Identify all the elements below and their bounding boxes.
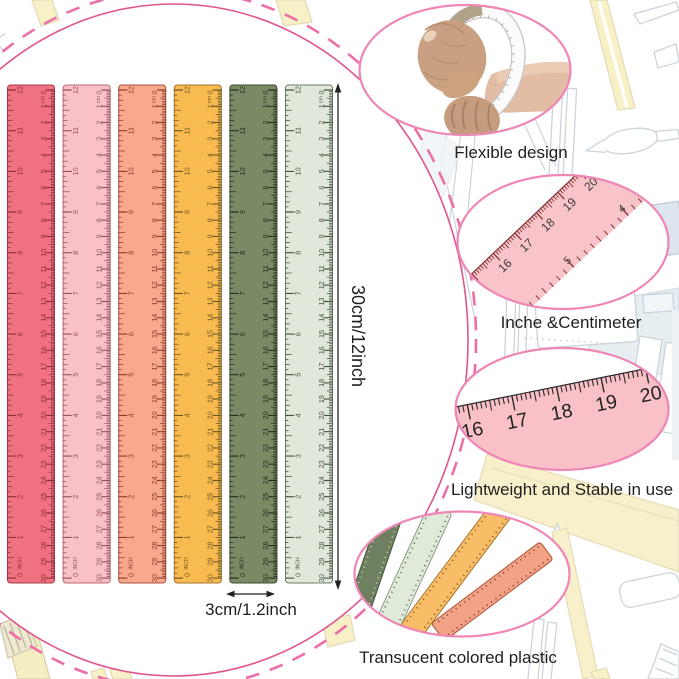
svg-text:17: 17 — [504, 409, 530, 435]
svg-text:Transucent colored plastic: Transucent colored plastic — [359, 648, 557, 667]
svg-text:Lightweight and Stable in use: Lightweight and Stable in use — [451, 480, 673, 499]
svg-text:3cm/1.2inch: 3cm/1.2inch — [205, 600, 297, 619]
svg-text:30cm/12inch: 30cm/12inch — [348, 285, 368, 387]
svg-text:18: 18 — [549, 400, 575, 426]
svg-text:Flexible design: Flexible design — [454, 143, 567, 162]
svg-text:19: 19 — [593, 391, 619, 417]
svg-text:Inche &Centimeter: Inche &Centimeter — [501, 313, 642, 332]
